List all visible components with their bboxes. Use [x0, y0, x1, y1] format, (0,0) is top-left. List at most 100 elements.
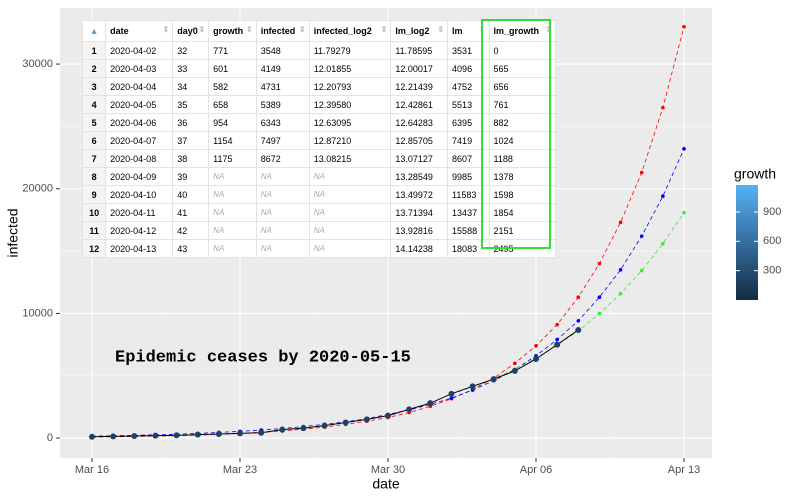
table-cell: 18083 — [447, 239, 490, 258]
header-cell: infected_log2 ⇕ — [308, 20, 392, 42]
sort-icon[interactable]: ⇕ — [299, 25, 306, 34]
series-line — [451, 212, 685, 395]
table-cell: 15588 — [447, 221, 490, 240]
point — [618, 220, 623, 225]
table-cell: 2020-04-11 — [105, 203, 174, 222]
table-cell: 12.20793 — [308, 77, 392, 96]
x-tick-label: Apr 06 — [520, 464, 552, 476]
sort-icon[interactable]: ⇕ — [545, 25, 552, 34]
y-axis-label: infected — [5, 208, 21, 257]
table-cell: 1188 — [488, 149, 556, 168]
point — [131, 433, 138, 440]
table-row: 2 2020-04-03 33 601 4149 12.01855 12.00017 4096… — [81, 59, 556, 78]
table-cell: 656 — [488, 77, 556, 96]
table-cell: 12.64283 — [390, 113, 449, 132]
table-cell: 0 — [488, 41, 556, 60]
table-cell: 658 — [208, 95, 257, 114]
colorbar-label: 600 — [763, 235, 781, 247]
table-cell: 13.08215 — [308, 149, 392, 168]
table-cell: 1154 — [208, 131, 257, 150]
point — [661, 194, 665, 199]
sort-icon[interactable]: ⇕ — [198, 25, 206, 34]
table-cell: 37 — [172, 131, 210, 150]
table-row: 3 2020-04-04 34 582 4731 12.20793 12.21439 4752… — [81, 77, 556, 96]
header-label: growth — [213, 26, 244, 36]
table-cell: 9985 — [447, 167, 490, 186]
point — [321, 422, 328, 429]
point — [385, 412, 391, 419]
table-cell: 2020-04-13 — [105, 239, 174, 258]
table-cell: NA — [255, 167, 310, 186]
table-cell: 11.79279 — [308, 41, 392, 60]
table-cell: 954 — [208, 113, 257, 132]
table-cell: 2020-04-12 — [105, 221, 174, 240]
table-row: 11 2020-04-12 42 NA NA NA 13.92816 15588 2151 — [81, 221, 556, 240]
header-cell: day0 ⇕ — [172, 20, 210, 42]
sort-icon[interactable]: ⇕ — [245, 25, 253, 34]
table-cell: 13.07127 — [390, 149, 449, 168]
table-cell: NA — [308, 167, 392, 186]
table-cell: 35 — [172, 95, 210, 114]
point — [173, 432, 180, 439]
point — [194, 431, 201, 438]
table-row: 10 2020-04-11 41 NA NA NA 13.71394 13437 1854 — [81, 203, 556, 222]
table-cell: 771 — [208, 41, 257, 60]
table-cell: 4752 — [447, 77, 490, 96]
table-cell: 2020-04-06 — [105, 113, 174, 132]
table-cell: 1378 — [488, 167, 556, 186]
point — [576, 319, 581, 323]
x-axis-label: date — [372, 476, 399, 492]
table-cell: 32 — [172, 41, 210, 60]
x-tick-label: Mar 30 — [371, 464, 405, 476]
series-line — [91, 329, 579, 438]
annotation: Epidemic ceases by 2020-05-15 — [115, 348, 411, 367]
table-row: 6 2020-04-07 37 1154 7497 12.87210 12.85705 741… — [81, 131, 556, 150]
table-cell: 2020-04-04 — [105, 77, 174, 96]
table-cell: NA — [208, 239, 257, 258]
table-cell: 12.63095 — [308, 113, 392, 132]
table-cell: 12.42861 — [390, 95, 449, 114]
table-cell: 2020-04-10 — [105, 185, 174, 204]
point — [237, 430, 243, 437]
table-cell: 42 — [172, 221, 210, 240]
y-tick-label: 0 — [47, 432, 53, 444]
point — [661, 105, 665, 110]
y-tick-label: 20000 — [22, 183, 53, 195]
table-cell: 7497 — [255, 131, 310, 150]
table-cell: 4096 — [447, 59, 490, 78]
sort-icon[interactable]: ⇕ — [380, 25, 388, 34]
table-row: 5 2020-04-06 36 954 6343 12.63095 12.64283 6395… — [81, 113, 556, 132]
sort-icon[interactable]: ⇕ — [478, 25, 486, 34]
sort-icon[interactable]: ⇕ — [437, 25, 445, 34]
point — [448, 390, 455, 397]
table-cell: 4731 — [255, 77, 310, 96]
x-tick-label: Mar 16 — [75, 464, 109, 476]
y-tick-label: 30000 — [22, 58, 53, 70]
point — [555, 337, 559, 342]
header-label: lm_growth — [493, 26, 540, 36]
row-number: 1 — [81, 41, 107, 60]
header-label: infected_log2 — [313, 26, 372, 36]
table-cell: NA — [255, 221, 310, 240]
sort-icon[interactable]: ⇕ — [162, 25, 170, 34]
point — [534, 344, 538, 348]
table-cell: NA — [308, 239, 392, 258]
table-cell: 41 — [172, 203, 210, 222]
table-cell: 6343 — [255, 113, 310, 132]
table-cell: NA — [255, 239, 310, 258]
row-number: 5 — [81, 113, 107, 132]
table-cell: 11.78595 — [390, 41, 449, 60]
header-cell: lm_growth ⇕ — [488, 20, 556, 42]
table-cell: 13437 — [447, 203, 490, 222]
table-row: 9 2020-04-10 40 NA NA NA 13.49972 11583 1598 — [81, 185, 556, 204]
row-number: 2 — [81, 59, 107, 78]
point — [258, 429, 265, 436]
point — [300, 425, 307, 432]
point — [682, 147, 686, 151]
point — [555, 322, 559, 327]
table-cell: 40 — [172, 185, 210, 204]
point — [597, 261, 602, 266]
table-cell: 39 — [172, 167, 210, 186]
point — [279, 426, 286, 433]
